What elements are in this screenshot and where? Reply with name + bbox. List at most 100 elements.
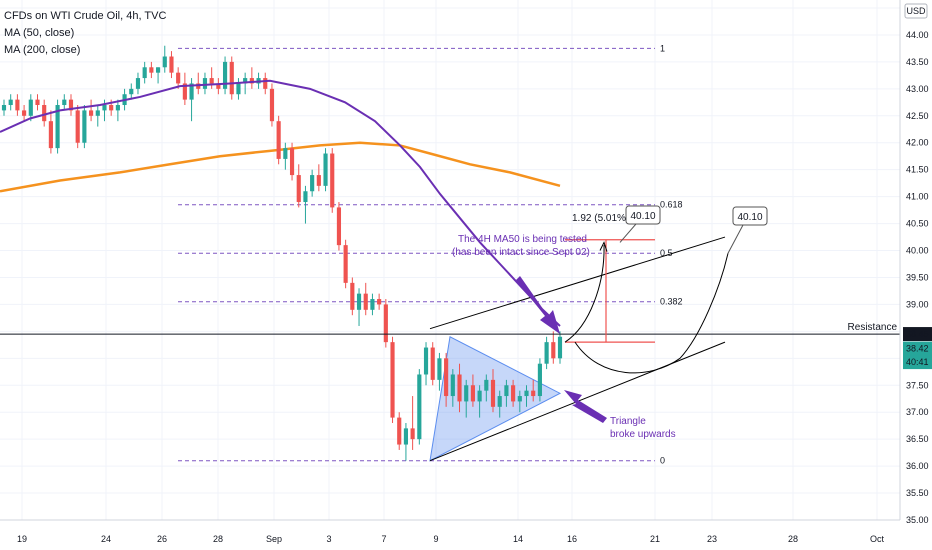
candle: [336, 202, 342, 251]
candle: [504, 379, 509, 407]
x-tick-label: Oct: [870, 534, 885, 544]
candle: [557, 331, 563, 364]
price-axis-bg: [900, 0, 932, 550]
candle: [135, 72, 141, 95]
y-tick-label: 41.50: [906, 165, 929, 175]
price-axis[interactable]: USD35.0035.5036.0036.5037.0037.5038.0038…: [899, 0, 932, 550]
candle: [1, 99, 7, 116]
annotations: The 4H MA50 is being tested (has been int…: [452, 234, 676, 440]
candle: [310, 169, 315, 197]
candle: [22, 105, 27, 122]
candle: [383, 299, 388, 348]
target-box-1[interactable]: 40.10: [625, 205, 661, 225]
fib-level-label: 0.382: [660, 297, 683, 307]
x-tick-label: 23: [707, 534, 717, 544]
candle: [403, 422, 409, 461]
currency-label: USD: [904, 3, 928, 19]
candle: [377, 293, 382, 310]
candle: [497, 390, 502, 418]
x-tick-label: Sep: [266, 534, 282, 544]
price-tag-price: 38.42: [903, 341, 932, 356]
candle: [484, 374, 489, 402]
candle: [303, 185, 308, 224]
candle: [62, 94, 67, 111]
y-tick-label: 37.00: [906, 407, 929, 417]
candle: [276, 115, 281, 165]
candle: [397, 412, 402, 450]
candle: [356, 288, 362, 326]
candle: [82, 105, 87, 149]
candle: [229, 56, 234, 100]
fibonacci-levels: 1 0.618 0.5 0.382 0: [178, 43, 683, 466]
ma50-line: [0, 79, 561, 327]
candle: [8, 94, 13, 111]
x-tick-label: 26: [157, 534, 167, 544]
candle: [263, 72, 268, 95]
resistance-label: Resistance: [848, 322, 898, 333]
candle: [477, 385, 482, 418]
x-tick-label: 28: [213, 534, 223, 544]
candle: [350, 277, 355, 316]
fib-level-label: 0: [660, 456, 665, 466]
candle: [450, 369, 455, 407]
x-tick-label: 19: [17, 534, 27, 544]
target-box-2[interactable]: 40.10: [732, 206, 768, 226]
candle: [517, 390, 522, 413]
x-tick-label: 9: [433, 534, 438, 544]
svg-text:40.10: 40.10: [630, 211, 655, 222]
candle: [55, 99, 60, 154]
candle: [370, 293, 375, 316]
y-tick-label: 41.00: [906, 192, 929, 202]
candle: [42, 99, 47, 127]
arrowhead-1: [599, 241, 608, 252]
candle: [115, 99, 120, 122]
candle: [243, 72, 248, 95]
candle: [423, 342, 429, 386]
candle: [249, 67, 254, 89]
candle: [182, 72, 187, 106]
candle: [155, 67, 161, 84]
time-axis[interactable]: 19 24 26 28 Sep 3 7 9 14 16 21 23 28 Oct: [0, 519, 900, 544]
candle: [28, 94, 33, 122]
candle: [330, 148, 335, 213]
candle: [176, 67, 181, 89]
candle: [89, 99, 94, 122]
y-tick-label: 40.50: [906, 219, 929, 229]
y-tick-label: 43.50: [906, 57, 929, 67]
svg-text:38.45: 38.45: [906, 329, 929, 339]
candle: [464, 379, 469, 418]
candle: [430, 342, 435, 386]
candle: [511, 379, 516, 407]
candle: [531, 379, 536, 402]
candle: [269, 83, 275, 127]
candle: [75, 105, 80, 149]
ma-note-line-1: The 4H MA50 is being tested: [458, 234, 587, 245]
candle: [222, 56, 228, 95]
y-tick-label: 44.00: [906, 30, 929, 40]
candle: [544, 336, 549, 370]
x-tick-label: 7: [381, 534, 386, 544]
candle: [216, 78, 221, 95]
y-tick-label: 36.50: [906, 434, 929, 444]
ma50-layer: [0, 79, 561, 327]
ma-arrow: [516, 276, 560, 334]
y-tick-label: 39.50: [906, 272, 929, 282]
grid: [0, 0, 900, 521]
x-tick-label: 24: [101, 534, 111, 544]
y-tick-label: 42.00: [906, 138, 929, 148]
candle: [444, 352, 449, 407]
triangle-arrow: [564, 390, 607, 423]
target-box-2-pointer: [727, 224, 744, 254]
candle: [202, 72, 208, 95]
projection-label: 1.92 (5.01%): [572, 213, 629, 224]
path-direct-breakout: [564, 245, 605, 343]
candle: [437, 352, 442, 391]
candle: [417, 369, 422, 445]
y-tick-label: 40.00: [906, 246, 929, 256]
candle: [316, 164, 321, 192]
y-tick-label: 35.00: [906, 515, 929, 525]
candle: [490, 369, 496, 413]
svg-text:40:41: 40:41: [906, 357, 929, 367]
